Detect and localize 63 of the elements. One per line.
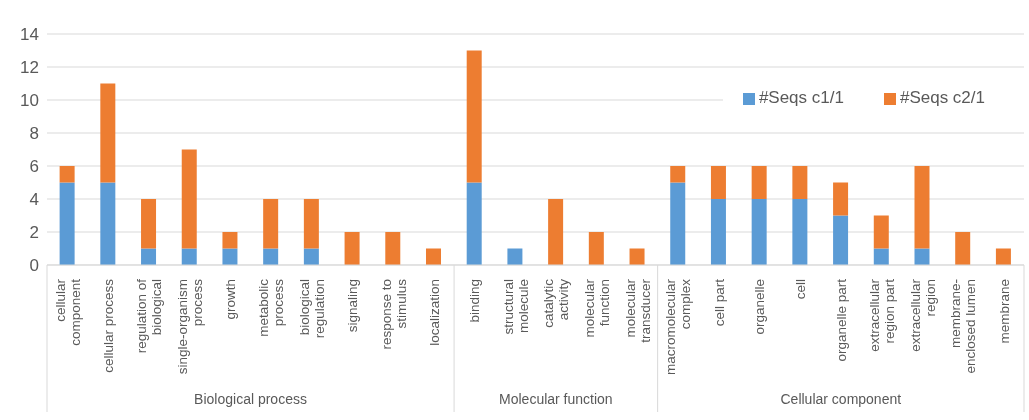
- bar: [385, 232, 401, 265]
- y-tick-label: 4: [29, 190, 39, 210]
- bar: [303, 248, 319, 265]
- bar: [425, 248, 441, 265]
- bar: [222, 248, 238, 265]
- y-tick-label: 6: [29, 157, 39, 177]
- bar: [588, 232, 604, 265]
- text: Biological process: [194, 391, 307, 407]
- bar: [995, 248, 1011, 265]
- bar: [222, 232, 238, 249]
- bar: [792, 166, 808, 199]
- x-tick-label: cellular component: [52, 278, 83, 346]
- bar: [100, 182, 116, 265]
- bar: [548, 199, 564, 265]
- bar: [263, 199, 279, 249]
- bar: [629, 248, 645, 265]
- y-tick-label: 14: [20, 25, 39, 45]
- bar: [710, 166, 726, 199]
- x-tick-label: cell part: [711, 278, 727, 327]
- bar: [466, 182, 482, 265]
- bar: [263, 248, 279, 265]
- bar: [751, 199, 767, 265]
- x-tick-label: organelle part: [833, 278, 849, 362]
- text: Cellular component: [780, 391, 902, 407]
- bar: [833, 215, 849, 265]
- y-tick-label: 8: [29, 124, 39, 144]
- bar: [303, 199, 319, 249]
- bar: [873, 248, 889, 265]
- bar: [141, 248, 157, 265]
- x-tick-label: organelle: [752, 279, 768, 335]
- x-tick-label: cellular process: [101, 278, 117, 373]
- bar: [751, 166, 767, 199]
- bar: [181, 248, 197, 265]
- x-tick-label: binding: [467, 279, 483, 323]
- y-tick-label: 2: [29, 223, 39, 243]
- bar: [792, 199, 808, 265]
- bar: [59, 166, 75, 183]
- bar: [955, 232, 971, 265]
- legend-label: #Seqs c1/1: [758, 88, 844, 107]
- x-tick-label: signaling: [345, 279, 361, 333]
- bar: [873, 215, 889, 249]
- x-tick-label: membrane: [996, 279, 1012, 344]
- bar: [507, 248, 523, 265]
- bar: [466, 50, 482, 183]
- x-tick-label: localization: [426, 279, 442, 346]
- bar: [141, 199, 157, 249]
- bar: [914, 166, 930, 249]
- x-tick-label: growth: [223, 279, 239, 320]
- bar: [344, 232, 360, 265]
- bar: [833, 182, 849, 216]
- bar: [670, 182, 686, 265]
- bar: [181, 149, 197, 249]
- y-tick-label: 10: [20, 91, 39, 111]
- text: Molecular function: [499, 391, 613, 407]
- bar: [100, 83, 116, 183]
- x-tick-label: cell: [793, 279, 809, 300]
- bar: [914, 248, 930, 265]
- bar: [670, 166, 686, 183]
- bar: [59, 182, 75, 265]
- y-tick-label: 0: [29, 256, 39, 276]
- y-tick-label: 12: [20, 58, 39, 78]
- legend-label: #Seqs c2/1: [899, 88, 985, 107]
- bar: [710, 199, 726, 265]
